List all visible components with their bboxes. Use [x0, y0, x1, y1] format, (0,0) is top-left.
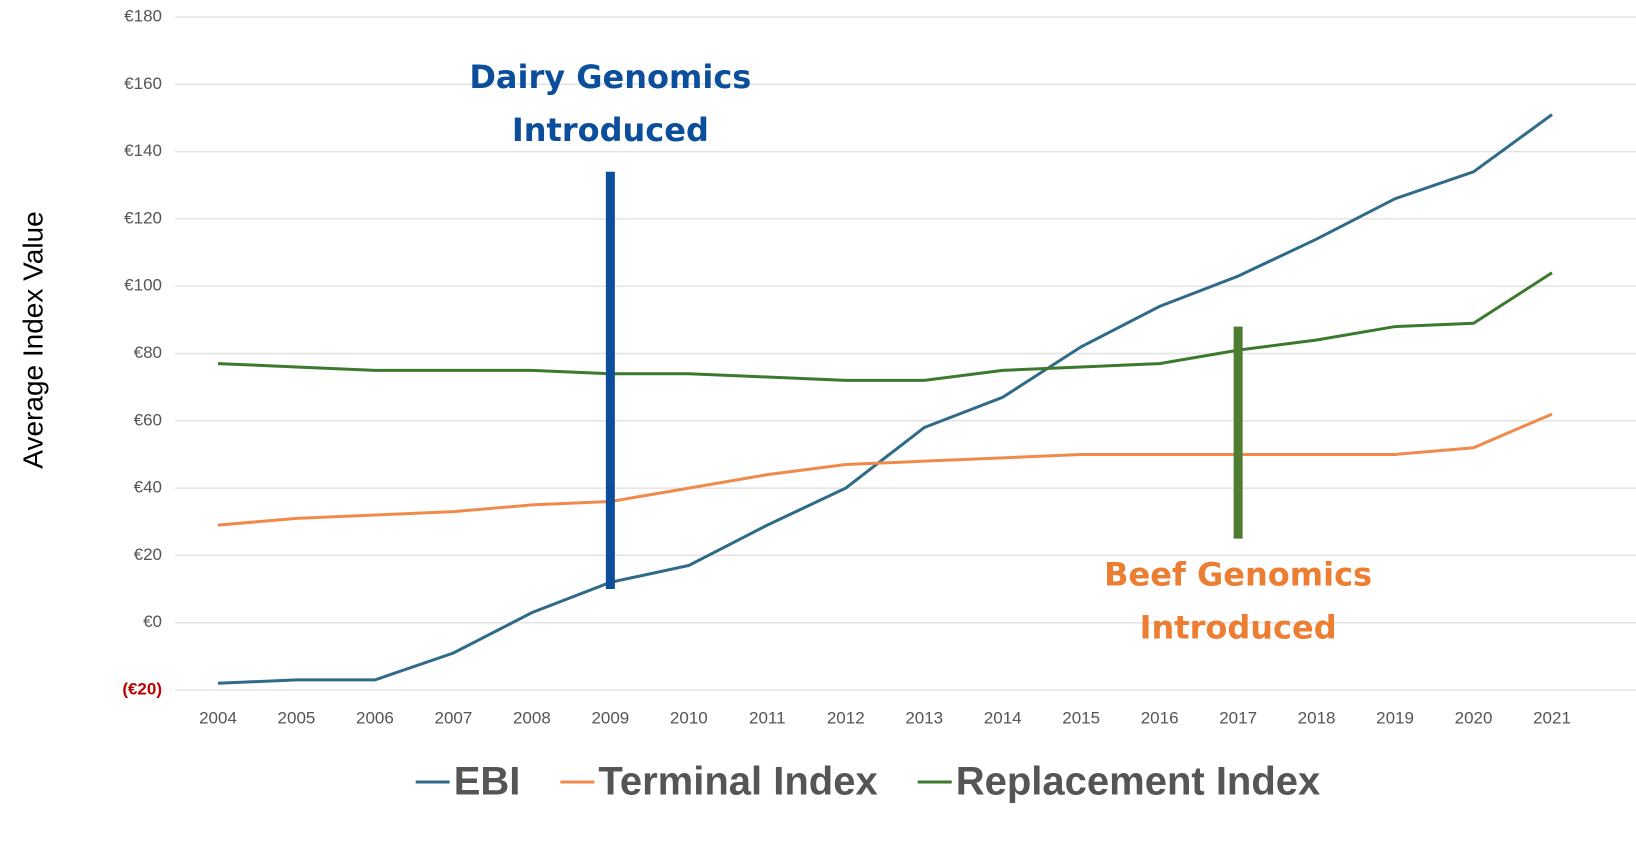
x-tick-label: 2018: [1298, 708, 1336, 727]
x-tick-label: 2010: [670, 708, 708, 727]
x-tick-label: 2020: [1455, 708, 1493, 727]
y-axis-label: Average Index Value: [17, 211, 48, 468]
series-line: [217, 271, 1553, 382]
y-tick-label: €20: [134, 545, 162, 564]
x-tick-label: 2016: [1141, 708, 1179, 727]
y-tick-label: €80: [134, 343, 162, 362]
x-tick-label: 2021: [1533, 708, 1571, 727]
x-tick-label: 2005: [278, 708, 316, 727]
annotation-text: Beef Genomics: [1104, 556, 1372, 594]
x-tick-label: 2017: [1219, 708, 1257, 727]
annotation-text: Introduced: [512, 111, 709, 149]
x-tick-label: 2008: [513, 708, 551, 727]
x-tick-label: 2006: [356, 708, 394, 727]
y-tick-label: €180: [124, 6, 162, 25]
x-tick-label: 2011: [749, 708, 786, 727]
x-tick-label: 2014: [984, 708, 1022, 727]
y-tick-label: (€20): [122, 679, 162, 698]
annotation-text: Introduced: [1140, 609, 1337, 647]
legend-label: Terminal Index: [598, 760, 877, 804]
legend-label: EBI: [454, 760, 521, 804]
series-line: [217, 113, 1553, 685]
x-tick-label: 2004: [199, 708, 237, 727]
y-tick-label: €0: [143, 612, 162, 631]
y-tick-label: €100: [124, 276, 162, 295]
x-tick-label: 2015: [1062, 708, 1100, 727]
y-tick-label: €140: [124, 141, 162, 160]
x-tick-label: 2019: [1376, 708, 1414, 727]
y-tick-label: €120: [124, 208, 162, 227]
x-tick-label: 2009: [591, 708, 629, 727]
y-tick-label: €160: [124, 74, 162, 93]
legend-label: Replacement Index: [956, 760, 1321, 804]
y-tick-label: €40: [134, 478, 162, 497]
x-tick-label: 2013: [905, 708, 943, 727]
annotation-text: Dairy Genomics: [469, 58, 751, 96]
series-line: [217, 412, 1553, 527]
y-tick-label: €60: [134, 410, 162, 429]
x-tick-label: 2012: [827, 708, 865, 727]
x-tick-label: 2007: [434, 708, 472, 727]
